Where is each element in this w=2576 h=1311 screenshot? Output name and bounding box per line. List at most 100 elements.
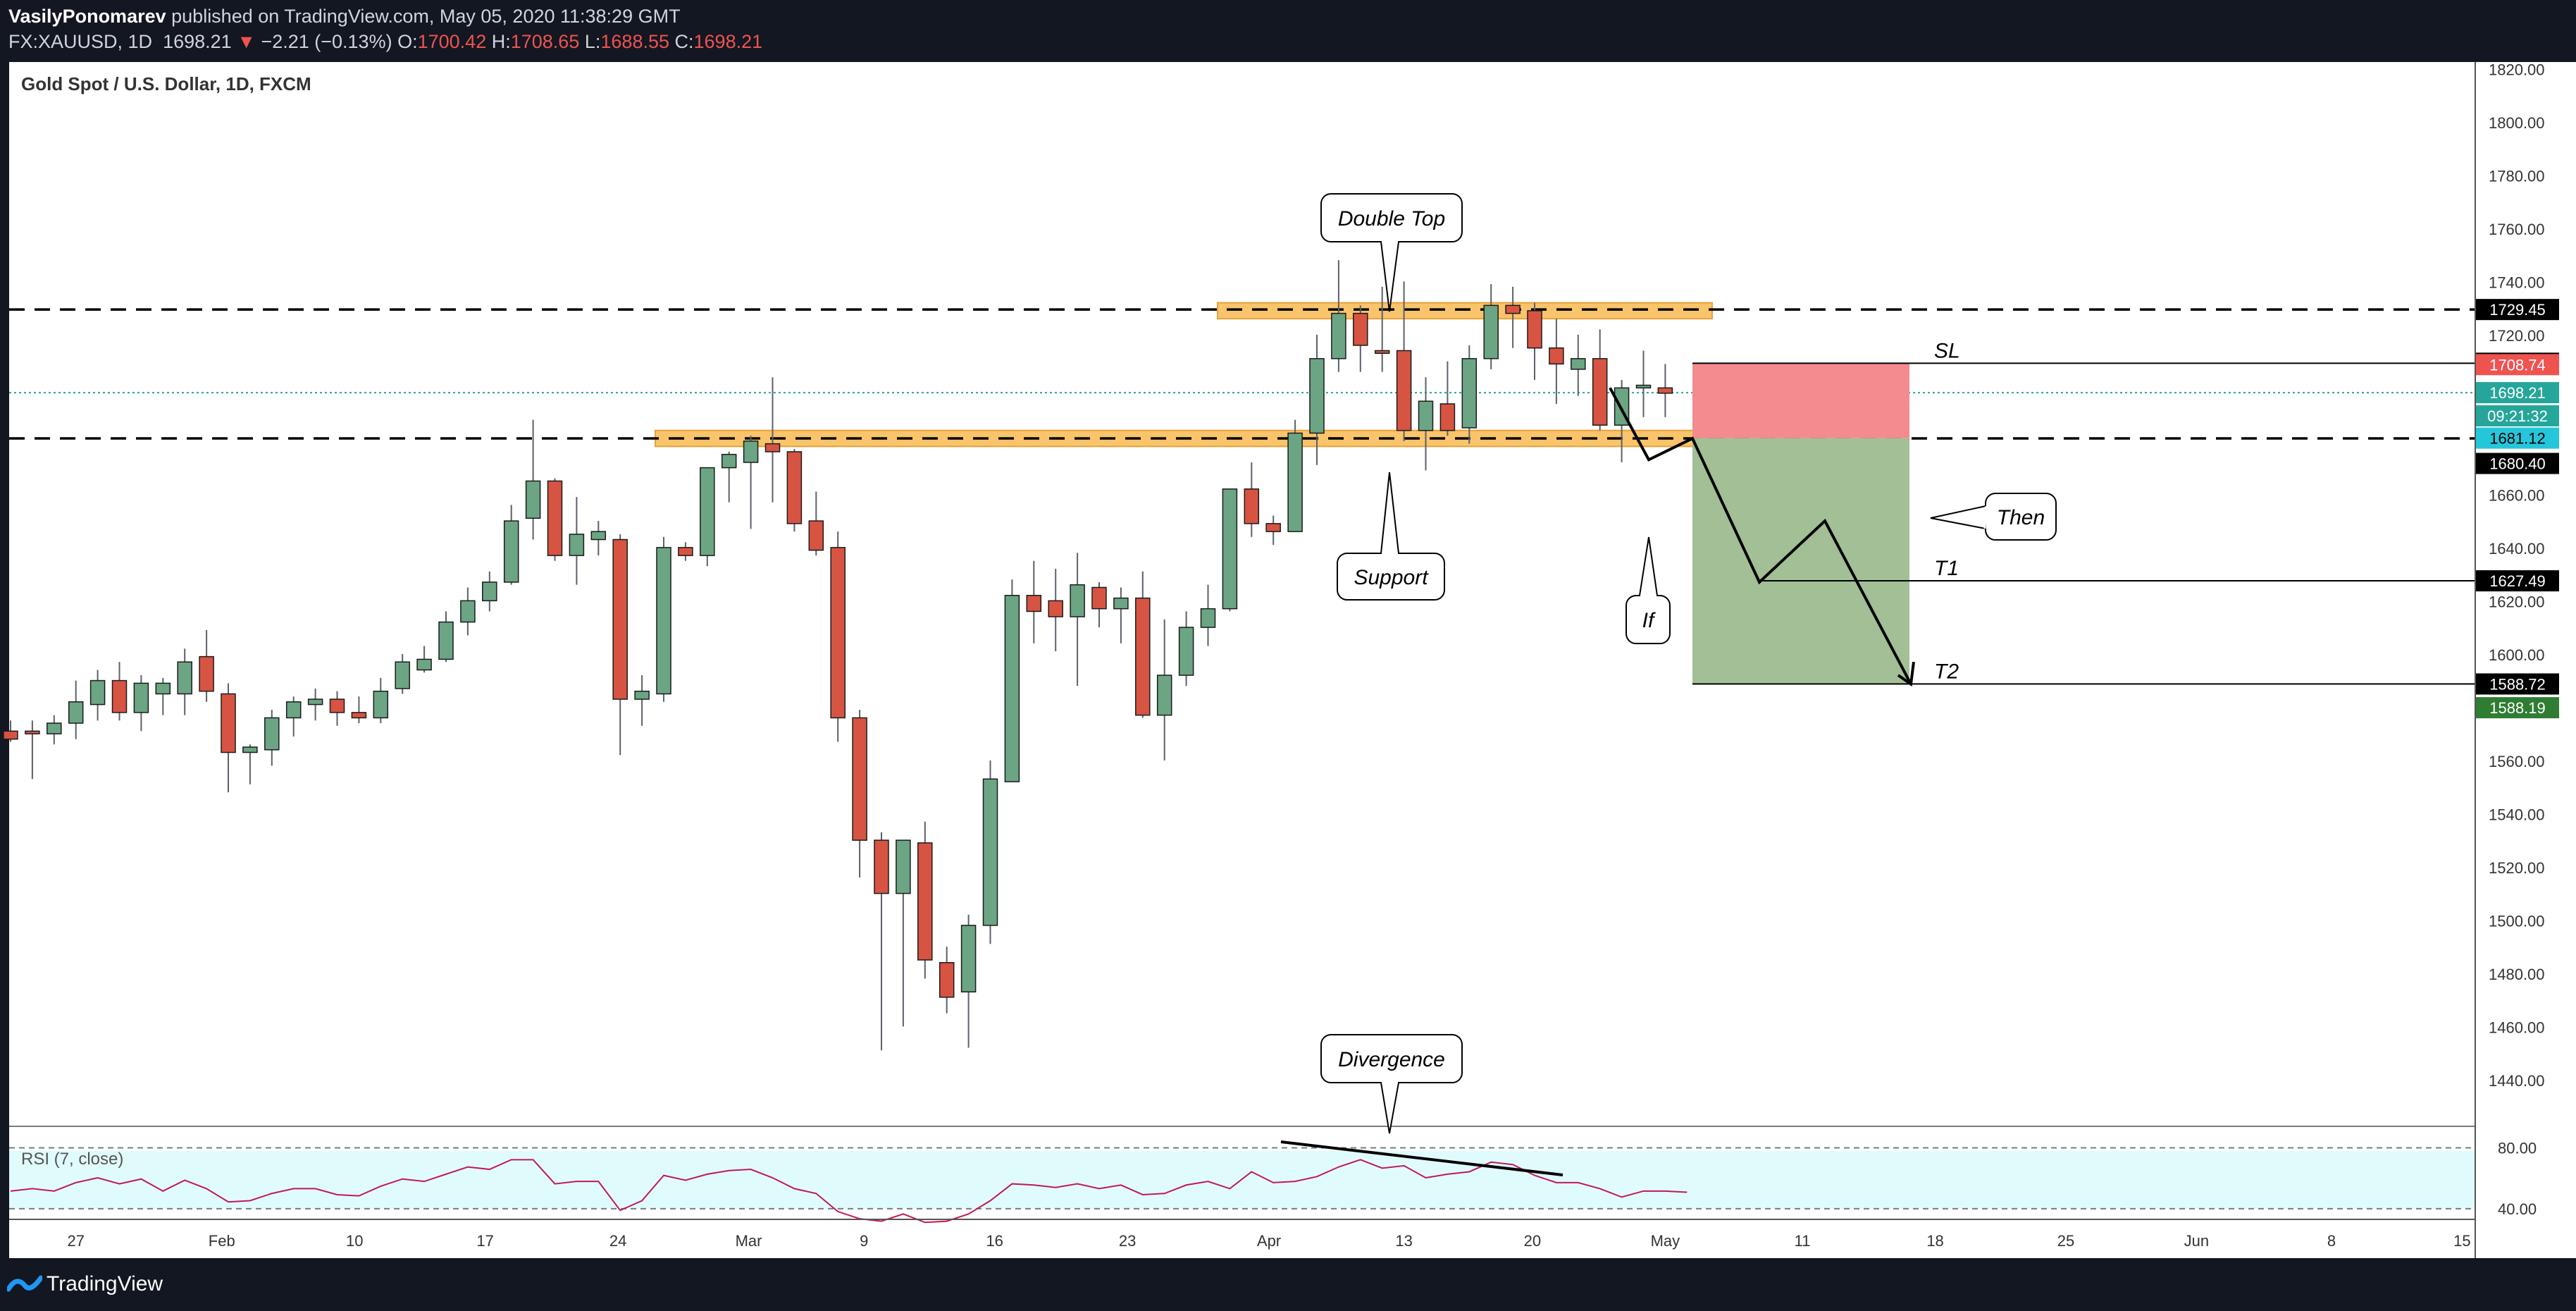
candle-down — [3, 730, 18, 740]
candle-up — [1004, 595, 1020, 782]
stop-loss-zone — [1692, 363, 1909, 438]
price-tick-label: 1540.00 — [2489, 806, 2545, 823]
candle-up — [1113, 597, 1129, 610]
candle-up — [155, 682, 171, 695]
candle-up — [569, 534, 585, 556]
candle-down — [1374, 350, 1390, 355]
callout-tail — [1380, 472, 1399, 554]
footer-bar: TradingView — [0, 1258, 2576, 1311]
candle-up — [1200, 608, 1216, 628]
candle-up — [1222, 488, 1238, 610]
candle-down — [1048, 600, 1063, 617]
price-tick-label: 1500.00 — [2489, 912, 2545, 930]
candle-up — [1571, 358, 1586, 370]
callout-then: Then — [1930, 493, 2057, 541]
price-label-tag: 1588.72 — [2476, 673, 2559, 695]
candle-down — [199, 656, 214, 692]
price-label-tag: 1588.19 — [2476, 697, 2559, 719]
candle-down — [830, 547, 846, 719]
price-label-background — [2476, 697, 2559, 719]
candle-up — [1418, 400, 1434, 431]
callout-support: Support — [1337, 472, 1445, 601]
price-tick-label: 1760.00 — [2489, 221, 2545, 238]
change-arrow-icon: ▼ — [237, 31, 256, 52]
callout-text: Then — [1997, 506, 2045, 529]
ohlc-info: FX:XAUUSD, 1D 1698.21 ▼ −2.21 (−0.13%) O… — [8, 31, 762, 53]
chart-title: Gold Spot / U.S. Dollar, 1D, FXCM — [21, 73, 311, 94]
price-label-background — [2476, 299, 2559, 321]
tradingview-logo-icon — [7, 1275, 42, 1292]
time-tick-label: Mar — [736, 1232, 762, 1250]
candle-up — [68, 701, 84, 724]
price-tick-label: 1740.00 — [2489, 273, 2545, 291]
author-name[interactable]: VasilyPonomarev — [8, 6, 166, 27]
price-label-background — [2476, 382, 2559, 404]
candle-down — [808, 520, 824, 551]
candle-down — [1527, 310, 1542, 349]
time-tick-label: 17 — [476, 1232, 493, 1250]
candle-up — [700, 467, 715, 556]
candle-down — [917, 842, 933, 961]
time-tick-label: 27 — [67, 1232, 84, 1250]
candle-down — [25, 730, 40, 734]
candle-down — [1026, 595, 1042, 613]
time-tick-label: 20 — [1524, 1232, 1541, 1250]
candle-up — [416, 658, 432, 671]
rsi-label: RSI (7, close) — [21, 1150, 123, 1169]
candle-up — [743, 441, 759, 463]
arrow-head-icon — [1897, 661, 1915, 687]
price-label-tag: 1698.21 — [2476, 382, 2559, 404]
high-value: 1708.65 — [510, 31, 580, 52]
open-label: O: — [397, 31, 418, 52]
rsi-divergence-line — [1280, 1140, 1563, 1176]
publish-info: VasilyPonomarev published on TradingView… — [8, 6, 681, 27]
chart-background — [9, 62, 2475, 1258]
candle-down — [329, 698, 345, 713]
time-tick-label: Jun — [2184, 1232, 2209, 1250]
high-label: H: — [491, 31, 511, 52]
price-tick-label: 1660.00 — [2489, 486, 2545, 504]
price-tick-label: 1440.00 — [2489, 1072, 2545, 1090]
candle-up — [47, 722, 62, 734]
candle-down — [939, 961, 955, 998]
candle-up — [1309, 358, 1325, 434]
price-label-background — [2476, 405, 2559, 426]
price-label-text: 1729.45 — [2489, 301, 2546, 319]
candle-up — [590, 531, 607, 541]
price-axis-background — [2476, 62, 2576, 1258]
price-tick-label: 1560.00 — [2489, 753, 2545, 770]
price-label-background — [2476, 570, 2559, 592]
candle-up — [982, 778, 998, 926]
rsi-line — [10, 1159, 1688, 1224]
callout-tail — [1380, 241, 1399, 312]
candle-up — [525, 480, 541, 519]
time-tick-label: 11 — [1795, 1232, 1811, 1250]
candle-up — [656, 547, 671, 695]
price-label-tag: 1681.12 — [2476, 427, 2559, 449]
price-tick-label: 1780.00 — [2489, 167, 2545, 185]
candle-down — [678, 547, 693, 556]
price-tick-label: 1600.00 — [2489, 646, 2545, 664]
candle-up — [89, 679, 106, 706]
candle-down — [764, 443, 781, 453]
brand-name[interactable]: TradingView — [47, 1272, 163, 1295]
candle-up — [1287, 432, 1303, 532]
candle-up — [307, 698, 323, 706]
candle-up — [721, 453, 737, 469]
candle-up — [1156, 675, 1172, 716]
candle-down — [1657, 387, 1673, 394]
candle-down — [351, 712, 367, 719]
time-tick-label: Feb — [209, 1232, 235, 1250]
low-value: 1688.55 — [600, 31, 669, 52]
candle-down — [1135, 597, 1151, 716]
price-label-background — [2476, 453, 2559, 474]
candle-up — [1461, 358, 1478, 429]
price-label-tag: 1729.45 — [2476, 299, 2559, 321]
candle-up — [1178, 627, 1194, 676]
candle-up — [285, 701, 302, 719]
callout-text: If — [1642, 609, 1656, 632]
time-tick-label: 13 — [1395, 1232, 1412, 1250]
level-label-sl: SL — [1934, 339, 1960, 362]
price-chart[interactable]: RSI (7, close) Double Top Support Divergen… — [0, 62, 2576, 1258]
callout-divergence: Divergence — [1320, 1034, 1463, 1134]
